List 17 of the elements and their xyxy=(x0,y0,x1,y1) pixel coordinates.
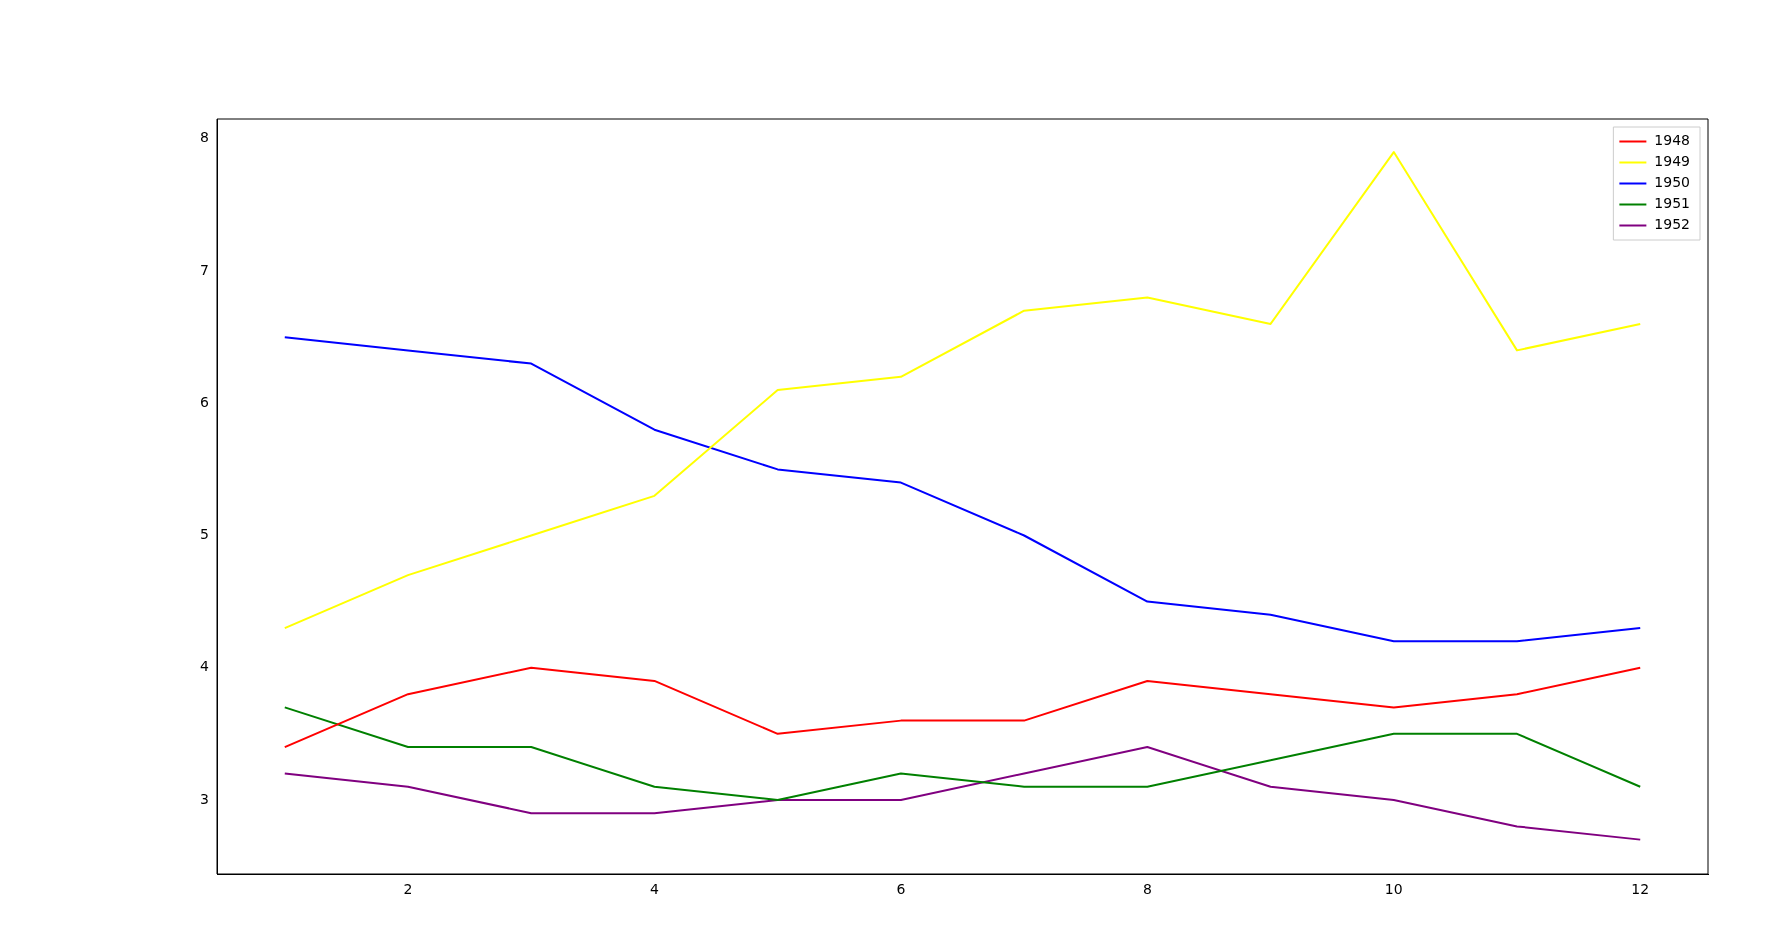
y-tick-label: 5 xyxy=(200,526,209,543)
x-tick-label: 8 xyxy=(1142,881,1152,898)
y-tick-label: 7 xyxy=(200,261,209,278)
y-tick-label: 3 xyxy=(200,790,209,807)
x-tick-label: 10 xyxy=(1384,881,1403,898)
legend-label: 1949 xyxy=(1654,153,1691,170)
legend-label: 1948 xyxy=(1654,132,1691,149)
y-tick-label: 6 xyxy=(200,393,210,410)
y-tick-label: 8 xyxy=(200,129,209,146)
legend-label: 1952 xyxy=(1654,216,1691,233)
x-tick-label: 4 xyxy=(649,881,659,898)
legend-label: 1951 xyxy=(1654,195,1691,212)
x-tick-label: 12 xyxy=(1631,881,1650,898)
x-tick-label: 6 xyxy=(896,881,906,898)
legend-label: 1950 xyxy=(1654,174,1691,191)
x-tick-label: 2 xyxy=(403,881,413,898)
y-tick-label: 4 xyxy=(200,658,210,675)
